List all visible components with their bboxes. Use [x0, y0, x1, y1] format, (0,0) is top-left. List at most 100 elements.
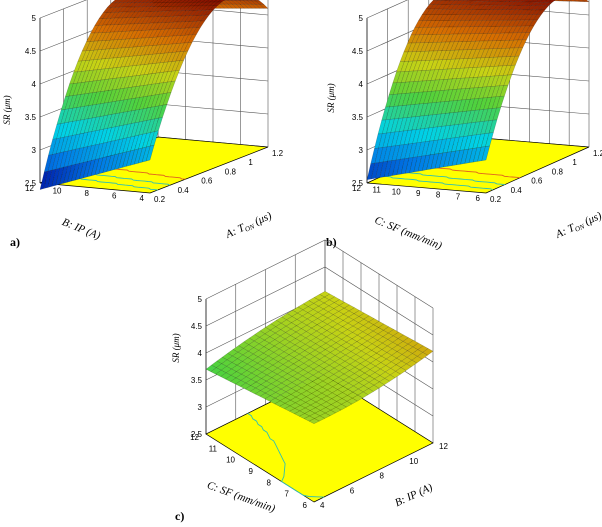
y-tick-label: 7: [456, 192, 461, 201]
panel-label: b): [326, 235, 337, 249]
z-tick-label: 4: [32, 80, 37, 89]
x-axis-title: A: TON (μs): [223, 210, 274, 242]
x-axis-title-main: A: T: [223, 222, 247, 242]
x-tick-label: 0.4: [511, 186, 523, 195]
floor-contour: [382, 175, 494, 191]
z-axis-title: SR (μm): [326, 83, 336, 112]
x-axis-title-main: A: T: [553, 222, 577, 242]
x-axis-title: B: IP (A): [393, 481, 435, 509]
z-axis-title: SR (μm): [171, 333, 181, 362]
z-tick-label: 4: [359, 80, 364, 89]
y-tick-label: 8: [85, 189, 90, 198]
z-tick-label: 4.5: [191, 322, 203, 331]
y-tick-label: 10: [53, 187, 62, 196]
x-tick-label: 0.8: [225, 167, 237, 176]
y-tick-label: 6: [112, 192, 117, 201]
surface-plot-a: 2.5 3 3.5 4 4.5 5 0.2 0.4 0.6 0.8 1 1.2 4 6 8 10 12 SR (μ…: [2, 0, 284, 249]
floor-plane: [39, 136, 269, 194]
surface-patch: [253, 0, 261, 2]
y-tick-label: 12: [352, 184, 361, 193]
x-tick-label: 0.8: [552, 167, 564, 176]
y-tick-label: 4: [140, 194, 145, 203]
y-tick-label: 10: [392, 187, 401, 196]
y-tick-label: 8: [436, 191, 441, 200]
surface-patch: [230, 0, 237, 1]
x-axis-title-sub: ON: [244, 222, 256, 233]
y-tick-label: 6: [476, 194, 481, 203]
y-tick-label: 9: [416, 189, 421, 198]
surface-patch: [308, 418, 320, 424]
x-axis-title-sub: ON: [574, 222, 586, 233]
panel-label: c): [175, 509, 184, 523]
x-axis-title: A: TON (μs): [553, 210, 602, 242]
x-tick-label: 6: [350, 486, 355, 495]
z-gridline: [366, 0, 409, 19]
x-tick-label: 1.2: [593, 149, 602, 158]
response-surface: [39, 0, 269, 190]
x-tick-label: 0.2: [154, 195, 166, 204]
z-tick-label: 3: [198, 403, 203, 412]
tick-labels: 2.5 3 3.5 4 4.5 5 0.2 0.4 0.6 0.8 1 1.2 6 7 8 9 10 11 12: [352, 14, 602, 204]
y-tick-label: 6: [303, 501, 308, 510]
x-tick-label: 0.2: [490, 195, 502, 204]
x-tick-label: 12: [439, 442, 448, 451]
z-tick-label: 3.5: [25, 113, 37, 122]
z-tick-label: 5: [359, 14, 364, 23]
y-axis-title: B: IP (A): [60, 216, 102, 242]
x-tick-label: 4: [320, 501, 325, 510]
y-axis-title: C: SF (mm/min): [373, 214, 444, 252]
x-axis-title-unit: (μs): [250, 210, 273, 229]
response-surface: [205, 291, 434, 424]
floor-contour: [247, 413, 324, 498]
x-tick-label: 0.4: [178, 186, 190, 195]
x-tick-label: 10: [409, 457, 418, 466]
x-axis-title-main: B: IP (A): [393, 481, 435, 509]
surface-patch: [242, 0, 249, 1]
z-tick-label: 5: [198, 295, 203, 304]
floor-contour: [394, 170, 505, 186]
surface-patch: [582, 0, 590, 2]
z-tick-label: 2.5: [25, 179, 37, 188]
x-tick-label: 1: [572, 158, 577, 167]
y-tick-label: 7: [285, 490, 290, 499]
z-tick-label: 4.5: [25, 47, 37, 56]
z-tick-label: 2.5: [352, 179, 364, 188]
z-tick-label: 5: [32, 14, 37, 23]
x-tick-label: 0.6: [201, 177, 213, 186]
z-tick-label: 4: [198, 349, 203, 358]
surface-plot-c: 2.5 3 3.5 4 4.5 5 4 6 8 10 12 6 7 8 9 10 11 12 SR (μm) B: I…: [171, 239, 448, 523]
z-tick-label: 3: [359, 146, 364, 155]
panel-label: a): [10, 235, 20, 249]
z-tick-label: 3.5: [352, 113, 364, 122]
y-tick-label: 11: [373, 186, 382, 195]
tick-labels: 2.5 3 3.5 4 4.5 5 0.2 0.4 0.6 0.8 1 1.2 4 6 8 10 12: [25, 14, 284, 204]
x-axis-title-unit: (μs): [580, 210, 602, 229]
z-gridline: [39, 0, 87, 19]
surface-patch: [238, 0, 245, 1]
x-tick-label: 0.6: [531, 177, 543, 186]
x-tick-label: 1: [248, 158, 253, 167]
surface-patch: [226, 0, 233, 1]
y-tick-label: 12: [25, 184, 34, 193]
y-tick-label: 11: [209, 444, 218, 453]
z-tick-label: 2.5: [191, 430, 203, 439]
x-tick-label: 8: [380, 472, 385, 481]
x-tick-label: 1.2: [272, 149, 284, 158]
y-tick-label: 8: [267, 478, 272, 487]
y-tick-label: 12: [190, 433, 199, 442]
z-axis-title: SR (μm): [2, 95, 12, 124]
response-surface: [366, 0, 590, 180]
surface-patch: [246, 0, 253, 1]
z-tick-label: 3: [32, 146, 37, 155]
surface-patch: [481, 145, 490, 161]
floor-contour-plane: [366, 136, 590, 194]
surface-plot-b: 2.5 3 3.5 4 4.5 5 0.2 0.4 0.6 0.8 1 1.2 6 7 8 9 10 11 12 SR…: [326, 0, 602, 252]
tick-labels: 2.5 3 3.5 4 4.5 5 4 6 8 10 12 6 7 8 9 10 11 12: [190, 295, 448, 510]
surface-patch: [234, 0, 241, 1]
y-tick-label: 10: [226, 456, 235, 465]
y-tick-label: 9: [249, 467, 254, 476]
z-tick-label: 3.5: [191, 376, 203, 385]
surface-patch: [145, 144, 155, 162]
z-tick-label: 4.5: [352, 47, 364, 56]
